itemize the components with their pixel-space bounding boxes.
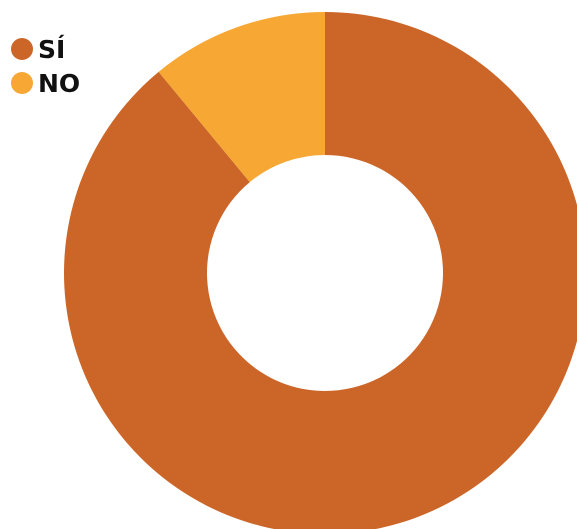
slice-si: [64, 12, 577, 529]
slice-no: [158, 12, 325, 183]
legend-item-si: SÍ: [11, 32, 80, 66]
chart-legend: SÍ NO: [11, 32, 80, 100]
legend-item-no: NO: [11, 66, 80, 100]
legend-swatch-si: [11, 38, 33, 60]
legend-swatch-no: [11, 72, 33, 94]
legend-label-no: NO: [38, 68, 81, 98]
legend-label-si: SÍ: [38, 34, 66, 64]
